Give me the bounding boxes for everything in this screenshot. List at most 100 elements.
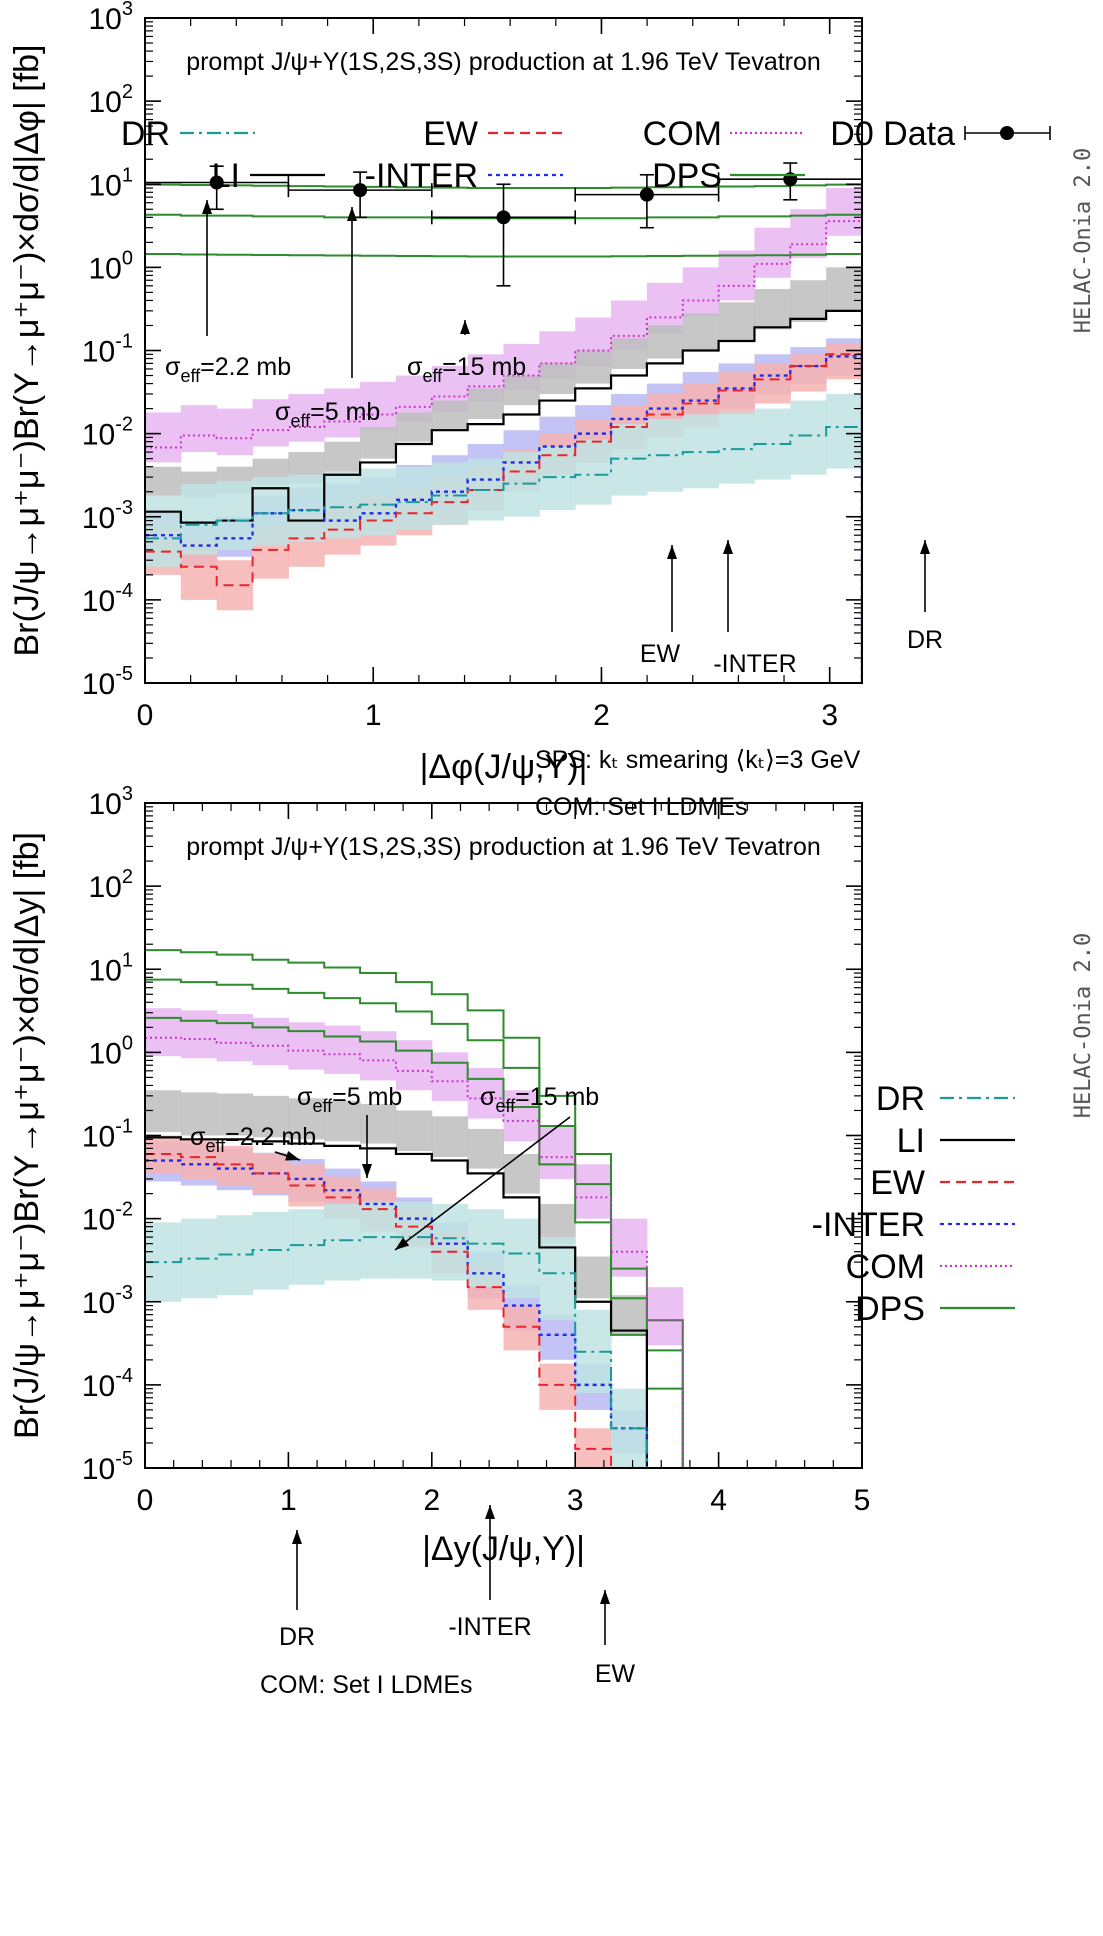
sigma-rest: =15 mb <box>442 353 526 381</box>
series-inter-line <box>145 1159 649 1468</box>
band-li-bin <box>503 375 540 406</box>
y-tick-exponent: -3 <box>115 1282 133 1304</box>
watermark: HELAC-Onia 2.0 <box>1071 933 1096 1118</box>
band-inter-bin <box>539 1314 576 1360</box>
band-com-bin <box>575 1164 612 1219</box>
band-li-bin <box>503 1153 540 1194</box>
annot-dr: DR <box>907 626 943 654</box>
legend-label-li: LI <box>897 1122 925 1160</box>
band-ew-bin <box>575 1428 612 1468</box>
band-li-bin <box>180 1092 218 1136</box>
x-axis-label: |Δφ(J/ψ,Υ)| <box>420 748 588 786</box>
band-dr-bin <box>790 400 827 475</box>
band-ew-bin <box>539 1363 576 1410</box>
series-li-line <box>145 309 862 683</box>
band-dr-bin <box>575 439 612 505</box>
y-tick-exponent: 2 <box>122 81 133 103</box>
sigma: σ <box>275 398 291 426</box>
y-tick-base: 10 <box>82 336 115 369</box>
y-tick-label: 101 <box>89 164 134 202</box>
arrow-ew-head <box>667 545 677 559</box>
series-dps-line <box>145 213 862 683</box>
y-tick-exponent: -1 <box>115 1116 133 1138</box>
band-com-bin <box>252 1017 289 1066</box>
band-dr-bin <box>145 495 182 567</box>
band-li-bin <box>324 441 361 472</box>
band-com-bin <box>145 1008 182 1057</box>
arrow-dr-2-head <box>292 1530 302 1544</box>
band-li-bin <box>539 363 576 394</box>
y-tick-label: 10-5 <box>82 663 133 701</box>
band-li-bin <box>145 1090 182 1133</box>
band-li-bin <box>324 1101 361 1142</box>
y-tick-base: 10 <box>89 954 122 987</box>
sigma-sub: eff <box>205 1136 226 1156</box>
band-li-bin <box>790 280 827 323</box>
y-tick-base: 10 <box>89 1037 122 1070</box>
legend-label-com: COM <box>846 1248 925 1286</box>
sigma-rest: =15 mb <box>515 1083 599 1111</box>
sigma-rest: =2.2 mb <box>225 1123 316 1151</box>
annot-sigma-5: σeff=5 mb <box>297 1083 402 1116</box>
x-tick-label: 4 <box>710 1484 727 1517</box>
band-li-bin <box>360 427 397 459</box>
y-tick-exponent: 3 <box>122 0 133 20</box>
band-dr-bin <box>826 393 862 469</box>
band-li-bin <box>575 1256 612 1299</box>
arrow-s5-head <box>347 207 357 221</box>
legend-label-com: COM <box>643 115 722 153</box>
y-tick-exponent: -2 <box>115 1199 133 1221</box>
annot-com-ldme: COM: Set I LDMEs <box>260 1671 473 1699</box>
band-dr-bin <box>539 1237 576 1321</box>
y-tick-label: 10-3 <box>82 497 133 535</box>
band-com-bin <box>754 227 791 278</box>
annot-sigma-15: σeff=15 mb <box>407 353 526 386</box>
y-tick-base: 10 <box>89 788 122 821</box>
series-ew-line <box>145 353 862 683</box>
arrow-s15 <box>394 1116 571 1251</box>
band-com-bin <box>826 188 862 236</box>
band-li-bin <box>467 1128 504 1169</box>
band-li-bin <box>288 1098 325 1140</box>
band-li-bin <box>395 412 433 442</box>
band-dr-bin <box>288 474 325 542</box>
band-li-bin <box>539 1203 576 1244</box>
band-dr-bin <box>395 1201 433 1279</box>
arrow-s5-head <box>362 1164 372 1178</box>
series-dr-line <box>145 1236 648 1468</box>
band-li-bin <box>718 302 755 342</box>
band-com-bin <box>539 1126 576 1179</box>
arrow-inter-2-head <box>485 1505 495 1519</box>
legend: DR EW COM D0 Data LI -INTER DPS <box>121 115 1051 195</box>
sigma-sub: eff <box>422 366 443 386</box>
legend: DR LI EW -INTER COM DPS <box>812 1080 1015 1328</box>
annot-dr: DR <box>279 1623 315 1651</box>
y-tick-label: 101 <box>89 949 134 987</box>
band-li-bin <box>216 1093 254 1136</box>
legend-sample-data-point <box>1000 126 1014 140</box>
band-li-bin <box>646 325 684 359</box>
band-com-bin <box>324 1025 361 1074</box>
band-com-bin <box>288 1022 325 1070</box>
x-tick-label: 2 <box>423 1484 440 1517</box>
y-axis-label: Br(J/ψ→μ⁺μ⁻)Br(Υ→μ⁺μ⁻)×dσ/d|Δφ| [fb] <box>8 44 46 656</box>
sigma-rest: =5 mb <box>332 1083 402 1111</box>
y-tick-exponent: -2 <box>115 414 133 436</box>
sigma-rest: =5 mb <box>310 398 380 426</box>
band-li-bin <box>431 400 469 431</box>
x-tick-label: 0 <box>137 1484 154 1517</box>
data-point <box>496 210 511 225</box>
y-tick-label: 103 <box>89 0 134 36</box>
legend-label-ew: EW <box>870 1164 925 1202</box>
series-li-line <box>145 1136 648 1468</box>
legend-label-dr: DR <box>121 115 170 153</box>
legend-label-inter: -INTER <box>365 157 478 195</box>
band-dr-bin <box>431 1203 469 1281</box>
arrow-s22-head <box>202 200 212 214</box>
band-li-bin <box>431 1116 469 1158</box>
band-com-bin <box>503 1090 540 1142</box>
y-tick-base: 10 <box>82 1453 115 1486</box>
band-dr-bin <box>503 1218 540 1299</box>
